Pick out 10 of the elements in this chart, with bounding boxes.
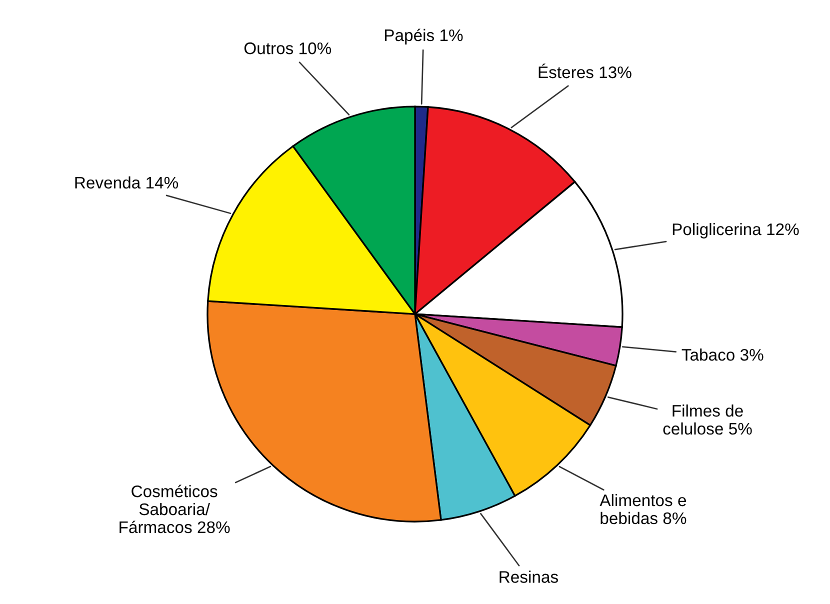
slice-label: Outros 10%	[244, 42, 332, 54]
slice-label: Filmes de celulose 5%	[663, 404, 752, 435]
slice-label: Resinas	[500, 570, 558, 583]
slice-label: Tabaco 3%	[682, 348, 764, 361]
slice-label: Revenda 14%	[75, 176, 178, 189]
slice-label: Papéis 1%	[385, 28, 463, 44]
slice-label: Alimentos e bebidas 8%	[600, 494, 686, 524]
slice-label: Ésteres 13%	[538, 64, 632, 78]
slice-label: Poliglicerina 12%	[672, 222, 799, 238]
slice-label: Cosméticos Saboaria/ Fármacos 28%	[120, 484, 230, 534]
